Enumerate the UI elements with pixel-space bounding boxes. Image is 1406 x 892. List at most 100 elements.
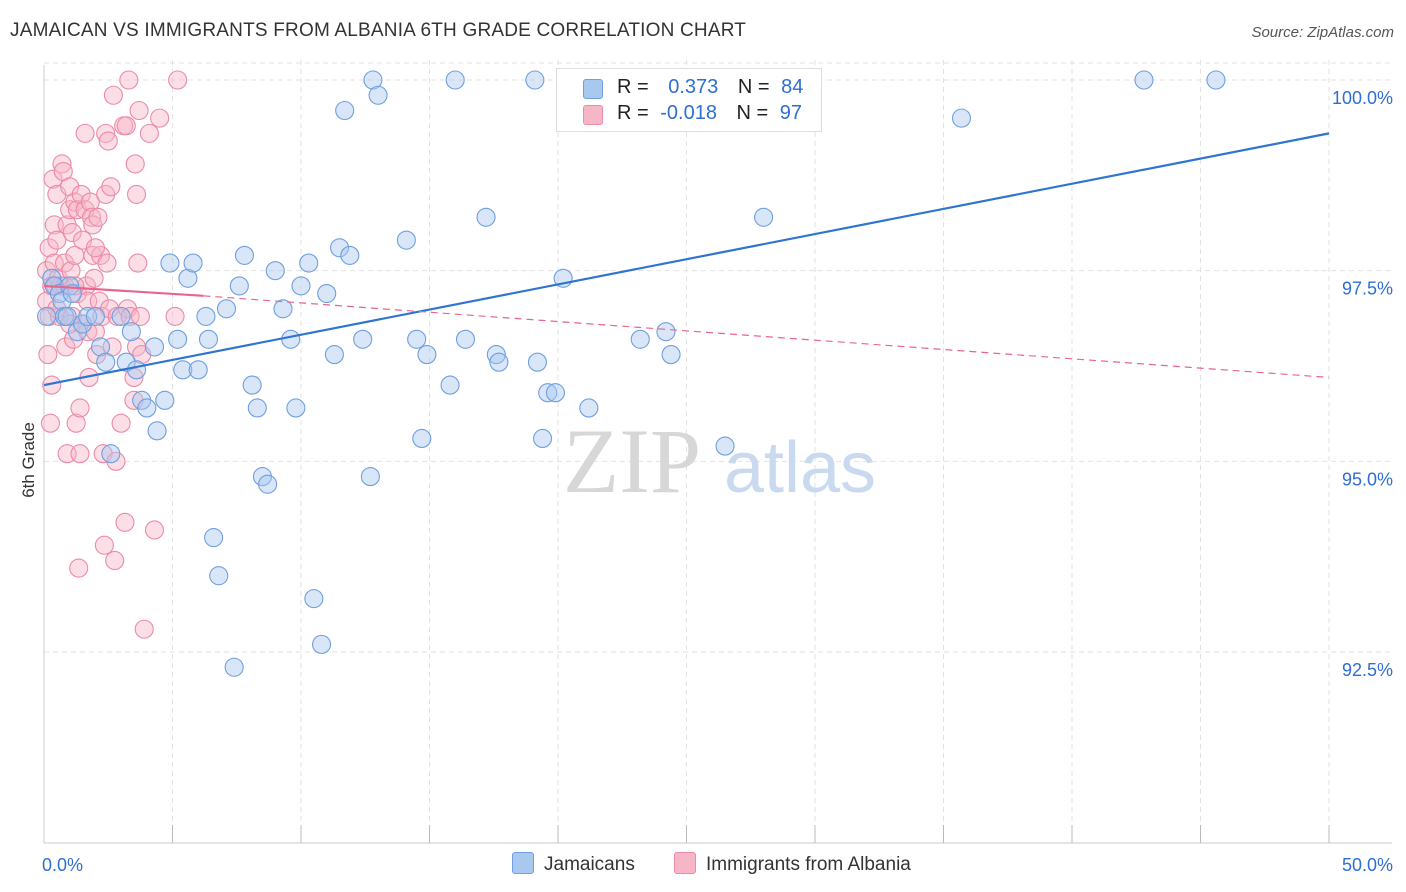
legend-item-albania[interactable]: Immigrants from Albania	[674, 852, 911, 876]
r-label: R =	[617, 102, 649, 124]
jamaicans-point	[304, 589, 324, 609]
legend-row-jamaicans: R = 0.373 N = 84	[557, 73, 821, 103]
jamaicans-point	[661, 345, 681, 365]
jamaicans-point	[160, 253, 180, 273]
albania-point	[85, 238, 105, 258]
axes	[43, 65, 1392, 844]
albania-point	[75, 123, 95, 143]
albania-point	[144, 520, 165, 540]
jamaicans-point	[324, 345, 344, 365]
jamaicans-point	[545, 383, 565, 403]
jamaicans-point	[317, 283, 337, 304]
albania-point	[111, 413, 131, 433]
series-legend: Jamaicans Immigrants from Albania	[0, 852, 1406, 880]
albania-point	[168, 70, 188, 90]
series-jamaicans-points	[37, 70, 1226, 677]
jamaicans-point	[111, 306, 131, 326]
albania-point	[80, 192, 100, 212]
jamaicans-point	[445, 70, 465, 90]
trend-lines	[43, 132, 1330, 387]
jamaicans-point	[216, 299, 237, 319]
albania-point	[96, 123, 116, 143]
jamaicans-point	[951, 108, 972, 128]
jamaicans-point	[329, 238, 350, 258]
albania-point	[119, 70, 139, 90]
albania-point	[139, 123, 159, 143]
n-value: 84	[781, 76, 804, 98]
jamaicans-point	[209, 566, 229, 586]
albania-point	[42, 375, 62, 395]
albania-point	[55, 253, 75, 273]
r-label: R =	[617, 76, 649, 98]
grid-lines	[44, 60, 1392, 843]
jamaicans-point	[340, 245, 360, 265]
albania-point	[39, 238, 59, 258]
albania-point	[89, 291, 109, 311]
albania-point	[134, 619, 154, 639]
jamaicans-point	[57, 306, 77, 326]
jamaicans-point	[258, 474, 278, 494]
albania-point	[126, 184, 147, 204]
axis-labels: 92.5% 95.0% 97.5% 100.0% 0.0% 50.0%	[42, 88, 1393, 875]
jamaicans-point	[196, 306, 216, 326]
albania-point	[70, 398, 90, 418]
correlation-legend: R = 0.373 N = 84 R = -0.018 N = 97	[556, 68, 822, 132]
albania-point	[78, 291, 98, 311]
legend-item-jamaicans[interactable]: Jamaicans	[512, 852, 635, 876]
jamaicans-point	[204, 528, 224, 548]
jamaicans-point	[489, 352, 509, 372]
jamaicans-point	[1134, 70, 1154, 90]
albania-point	[66, 413, 86, 433]
jamaicans-point	[486, 345, 506, 365]
jamaicans-point	[52, 291, 72, 311]
jamaicans-point	[396, 230, 416, 250]
y-tick-label: 92.5%	[1342, 660, 1393, 680]
n-value: 97	[779, 102, 803, 124]
jamaicans-legend-swatch	[512, 852, 534, 874]
jamaicans-point	[754, 207, 774, 227]
jamaicans-point	[144, 337, 165, 357]
r-value: -0.018	[660, 102, 717, 124]
albania-point	[130, 306, 150, 326]
jamaicans-point	[476, 207, 496, 227]
jamaicans-point	[121, 322, 141, 342]
jamaicans-point	[417, 345, 437, 365]
jamaicans-point	[126, 360, 147, 380]
albania-point	[92, 306, 112, 326]
albania-point	[52, 154, 72, 174]
albania-point	[103, 85, 123, 105]
jamaicans-trend-line	[43, 132, 1330, 387]
albania-point	[97, 253, 117, 273]
jamaicans-point	[183, 253, 203, 273]
jamaicans-point	[198, 329, 219, 349]
jamaicans-point	[525, 70, 545, 90]
jamaicans-point	[234, 245, 255, 265]
jamaicans-point	[188, 360, 208, 380]
albania-point	[115, 512, 135, 532]
x-tick-label: 50.0%	[1342, 855, 1393, 875]
albania-point	[150, 108, 170, 128]
jamaicans-point	[265, 261, 285, 281]
jamaicans-point	[533, 428, 553, 449]
jamaicans-point	[116, 352, 136, 372]
jamaicans-point	[90, 337, 111, 357]
albania-swatch	[583, 105, 603, 125]
jamaicans-point	[96, 352, 116, 372]
albania-point	[60, 177, 80, 197]
jamaicans-point	[299, 253, 319, 273]
albania-point	[125, 154, 145, 174]
jamaicans-swatch	[583, 79, 603, 99]
jamaicans-point	[527, 352, 547, 372]
jamaicans-point	[455, 329, 476, 349]
jamaicans-point	[37, 306, 57, 326]
y-tick-label: 95.0%	[1342, 469, 1393, 489]
jamaicans-point	[281, 329, 301, 349]
y-axis-title: 6th Grade	[19, 422, 38, 498]
albania-point	[65, 276, 85, 296]
chart-title: JAMAICAN VS IMMIGRANTS FROM ALBANIA 6TH …	[10, 20, 747, 41]
jamaicans-point	[715, 436, 735, 456]
jamaicans-point	[579, 398, 599, 418]
n-label: N =	[736, 102, 769, 124]
jamaicans-point	[1206, 70, 1226, 90]
